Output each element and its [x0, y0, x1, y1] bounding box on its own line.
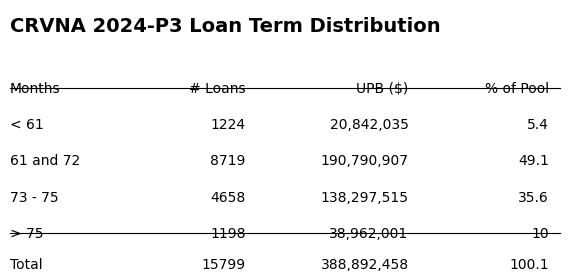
Text: 4658: 4658: [210, 191, 246, 205]
Text: 10: 10: [531, 227, 549, 241]
Text: Months: Months: [10, 82, 60, 96]
Text: 61 and 72: 61 and 72: [10, 154, 80, 168]
Text: 100.1: 100.1: [510, 258, 549, 272]
Text: 1224: 1224: [210, 118, 246, 132]
Text: % of Pool: % of Pool: [485, 82, 549, 96]
Text: UPB ($): UPB ($): [356, 82, 409, 96]
Text: CRVNA 2024-P3 Loan Term Distribution: CRVNA 2024-P3 Loan Term Distribution: [10, 17, 441, 36]
Text: 388,892,458: 388,892,458: [320, 258, 409, 272]
Text: 1198: 1198: [210, 227, 246, 241]
Text: 15799: 15799: [202, 258, 246, 272]
Text: 38,962,001: 38,962,001: [329, 227, 409, 241]
Text: # Loans: # Loans: [189, 82, 246, 96]
Text: 49.1: 49.1: [518, 154, 549, 168]
Text: 8719: 8719: [210, 154, 246, 168]
Text: < 61: < 61: [10, 118, 43, 132]
Text: Total: Total: [10, 258, 42, 272]
Text: 73 - 75: 73 - 75: [10, 191, 58, 205]
Text: 190,790,907: 190,790,907: [320, 154, 409, 168]
Text: 5.4: 5.4: [527, 118, 549, 132]
Text: 35.6: 35.6: [518, 191, 549, 205]
Text: > 75: > 75: [10, 227, 43, 241]
Text: 20,842,035: 20,842,035: [329, 118, 409, 132]
Text: 138,297,515: 138,297,515: [320, 191, 409, 205]
